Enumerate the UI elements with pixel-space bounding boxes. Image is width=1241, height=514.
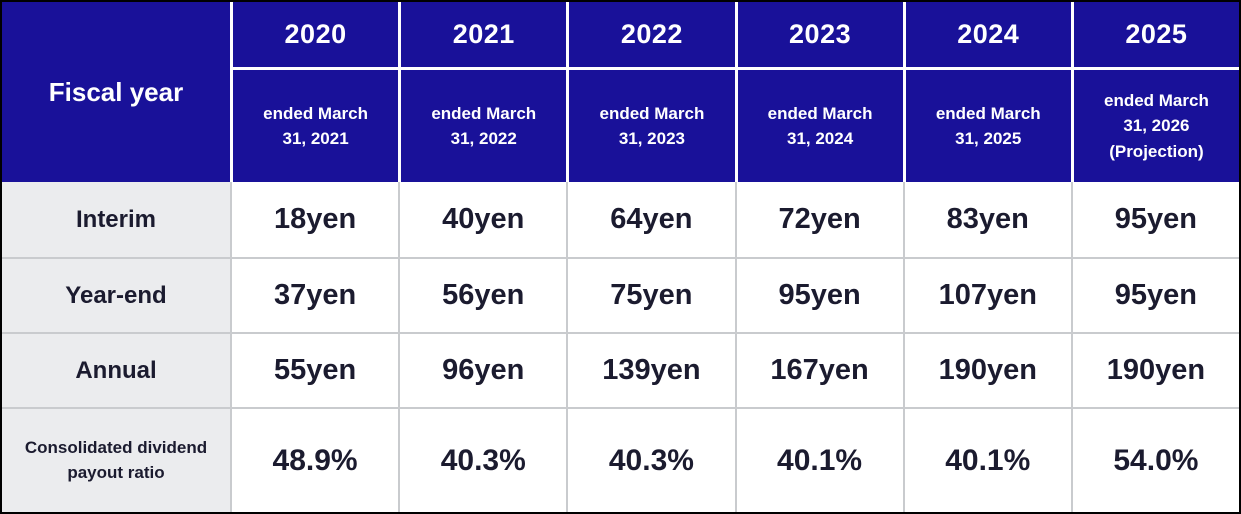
period-subheader-note: (Projection) — [1109, 141, 1204, 161]
value-cell: 83yen — [902, 182, 1071, 257]
fiscal-year-header-cell: Fiscal year — [2, 2, 230, 182]
period-subheader-text: ended March 31, 2025 — [935, 103, 1041, 149]
row-label-payout-ratio: Consolidated dividend payout ratio — [2, 407, 230, 512]
value-cell: 56yen — [398, 257, 567, 332]
row-label-interim: Interim — [2, 182, 230, 257]
value-cell: 96yen — [398, 332, 567, 407]
period-subheader-text: ended March 31, 2022 — [431, 103, 537, 149]
year-header-cell-2022: 2022 — [566, 2, 735, 70]
row-label-year-end: Year-end — [2, 257, 230, 332]
value-cell: 190yen — [902, 332, 1071, 407]
value-cell: 40yen — [398, 182, 567, 257]
value-cell: 75yen — [566, 257, 735, 332]
value-cell: 72yen — [734, 182, 903, 257]
value-cell: 40.3% — [398, 407, 567, 512]
period-subheader-cell: ended March 31, 2024 — [734, 70, 903, 182]
value-cell: 167yen — [734, 332, 903, 407]
year-header-cell-2021: 2021 — [398, 2, 567, 70]
period-subheader-text: ended March 31, 2021 — [263, 103, 368, 149]
year-header-cell-2025: 2025 — [1070, 2, 1239, 70]
value-cell: 139yen — [566, 332, 735, 407]
value-cell: 37yen — [230, 257, 399, 332]
value-cell: 95yen — [1070, 182, 1239, 257]
period-subheader-cell: ended March 31, 2025 — [902, 70, 1071, 182]
value-cell: 95yen — [1070, 257, 1239, 332]
period-subheader-text: ended March 31, 2026 — [1103, 90, 1209, 136]
value-cell: 40.1% — [902, 407, 1071, 512]
period-subheader-text: ended March 31, 2023 — [599, 103, 705, 149]
period-subheader-cell: ended March 31, 2026 (Projection) — [1070, 70, 1239, 182]
year-header-cell-2023: 2023 — [734, 2, 903, 70]
period-subheader-cell: ended March 31, 2023 — [566, 70, 735, 182]
value-cell: 64yen — [566, 182, 735, 257]
value-cell: 40.1% — [734, 407, 903, 512]
value-cell: 54.0% — [1070, 407, 1239, 512]
year-header-cell-2024: 2024 — [902, 2, 1071, 70]
value-cell: 18yen — [230, 182, 399, 257]
period-subheader-cell: ended March 31, 2022 — [398, 70, 567, 182]
period-subheader-text: ended March 31, 2024 — [767, 103, 873, 149]
value-cell: 48.9% — [230, 407, 399, 512]
row-label-annual: Annual — [2, 332, 230, 407]
period-subheader-cell: ended March 31, 2021 — [230, 70, 399, 182]
value-cell: 190yen — [1070, 332, 1239, 407]
value-cell: 95yen — [734, 257, 903, 332]
value-cell: 40.3% — [566, 407, 735, 512]
year-header-cell-2020: 2020 — [230, 2, 399, 70]
value-cell: 107yen — [902, 257, 1071, 332]
fiscal-year-label: Fiscal year — [48, 76, 184, 107]
value-cell: 55yen — [230, 332, 399, 407]
